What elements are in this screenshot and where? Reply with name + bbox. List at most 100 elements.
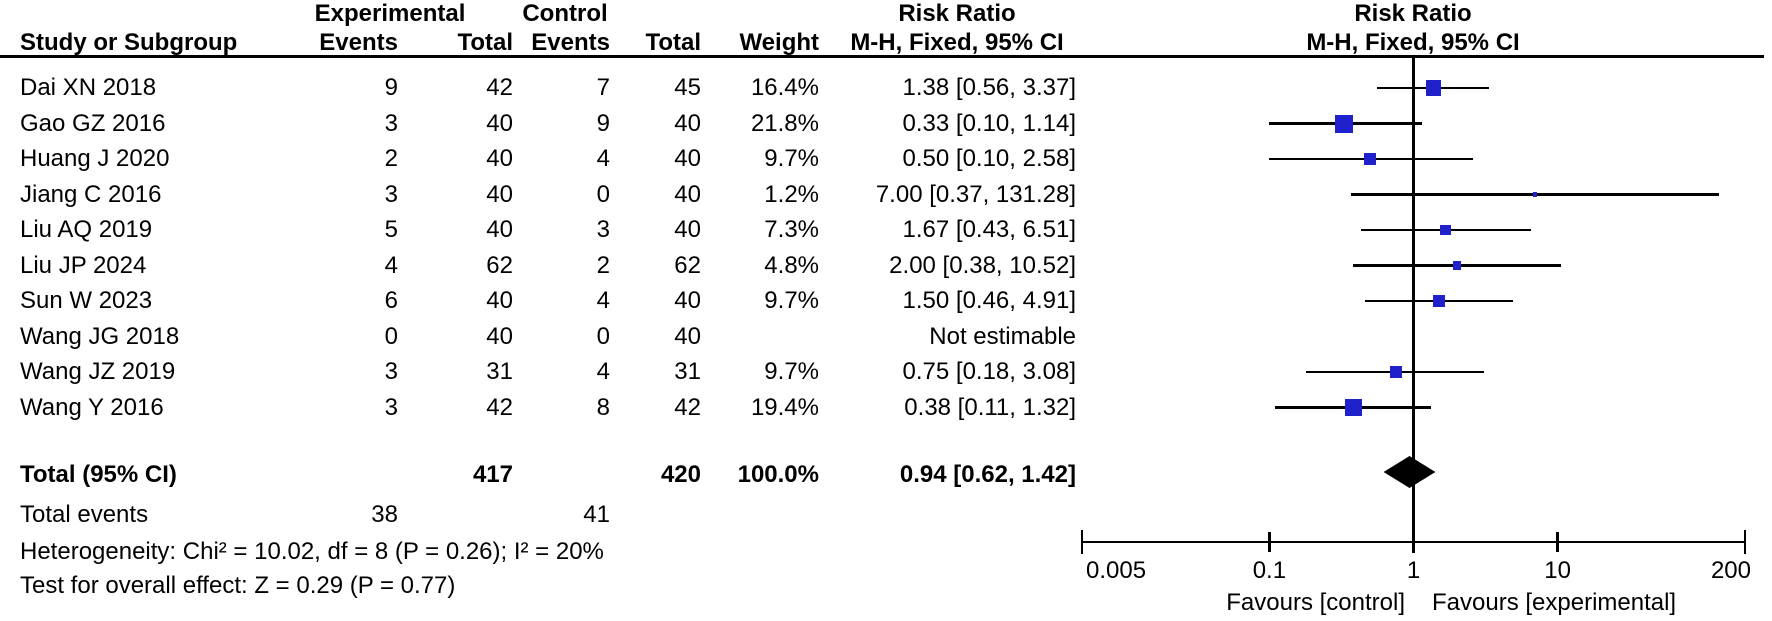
exp-events-value: 2: [384, 145, 398, 172]
header-risk-ratio-plot: Risk Ratio: [1354, 0, 1472, 27]
weight-value: 7.3%: [764, 216, 819, 243]
weight-value: 16.4%: [750, 74, 819, 101]
rr-ci-label: 1.38 [0.56, 3.37]: [902, 74, 1076, 101]
header-ci-method-text: M-H, Fixed, 95% CI: [850, 29, 1064, 56]
header-weight: Weight: [739, 29, 819, 56]
effect-square-marker: [1425, 80, 1442, 96]
study-name: Liu JP 2024: [20, 251, 147, 279]
exp-total-value: 42: [486, 393, 513, 421]
axis-tick: [1268, 532, 1271, 552]
study-name: Liu AQ 2019: [20, 216, 153, 243]
ctl-events-value: 4: [596, 358, 610, 385]
axis-tick-label: 1: [1406, 557, 1421, 584]
ctl-total-value: 42: [674, 393, 701, 421]
favours-control-label: Favours [control]: [1226, 589, 1405, 616]
ctl-total-value: 40: [674, 216, 701, 243]
study-name: Sun W 2023: [20, 287, 153, 314]
study-name: Wang JG 2018: [20, 322, 180, 350]
axis-tick: [1556, 532, 1559, 552]
weight-value: 1.2%: [764, 180, 819, 208]
weight-value: 9.7%: [764, 145, 819, 172]
axis-tick-label: 0.1: [1252, 557, 1287, 584]
effect-square-marker: [1432, 295, 1445, 307]
total-events-exp: 38: [371, 501, 398, 528]
study-name: Dai XN 2018: [20, 74, 157, 101]
weight-value: 9.7%: [764, 358, 819, 385]
total-exp-total: 417: [472, 461, 513, 488]
header-ctl-total: Total: [645, 29, 701, 56]
study-name: Huang J 2020: [20, 145, 170, 172]
exp-total-value: 62: [486, 251, 513, 279]
total-events-ctl: 41: [583, 501, 610, 528]
exp-total-value: 40: [486, 109, 513, 137]
header-ctl-events: Events: [531, 29, 610, 56]
axis-tick-label: 10: [1544, 557, 1571, 584]
ctl-events-value: 0: [596, 322, 610, 350]
total-rr-ci-label: 0.94 [0.62, 1.42]: [899, 461, 1076, 488]
ctl-events-value: 3: [596, 216, 610, 243]
ctl-total-value: 40: [674, 180, 701, 208]
ctl-events-value: 7: [596, 74, 610, 101]
exp-events-value: 3: [384, 393, 398, 421]
header-experimental-group: Experimental: [314, 0, 466, 27]
favours-experimental-label: Favours [experimental]: [1432, 589, 1677, 616]
header-study-or-subgroup: Study or Subgroup: [20, 29, 238, 56]
rr-ci-label: 7.00 [0.37, 131.28]: [875, 180, 1076, 208]
study-name: Jiang C 2016: [20, 180, 162, 208]
rr-ci-label: Not estimable: [929, 322, 1076, 350]
effect-square-marker: [1344, 399, 1362, 416]
weight-value: 19.4%: [750, 393, 819, 421]
rr-ci-label: 1.50 [0.46, 4.91]: [902, 287, 1076, 314]
exp-events-value: 9: [384, 74, 398, 101]
study-name: Wang Y 2016: [20, 393, 164, 421]
ctl-events-value: 9: [596, 109, 610, 137]
axis-tick: [1743, 530, 1747, 554]
exp-events-value: 5: [384, 216, 398, 243]
exp-total-value: 42: [486, 74, 513, 101]
axis-tick-label: 0.005: [1086, 557, 1147, 584]
effect-square-marker: [1440, 224, 1451, 236]
effect-square-marker: [1335, 114, 1354, 133]
rr-ci-label: 0.38 [0.11, 1.32]: [904, 393, 1076, 421]
ctl-events-value: 0: [596, 180, 610, 208]
effect-square-marker: [1364, 153, 1377, 165]
study-name: Wang JZ 2019: [20, 358, 176, 385]
effect-square-marker: [1533, 192, 1538, 197]
exp-events-value: 3: [384, 180, 398, 208]
exp-events-value: 6: [384, 287, 398, 314]
exp-total-value: 40: [486, 145, 513, 172]
ctl-events-value: 2: [596, 251, 610, 279]
exp-total-value: 40: [486, 180, 513, 208]
exp-events-value: 3: [384, 109, 398, 137]
ctl-total-value: 40: [674, 287, 701, 314]
rr-ci-label: 0.75 [0.18, 3.08]: [902, 358, 1076, 385]
header-exp-total: Total: [457, 29, 513, 56]
rr-ci-label: 0.50 [0.10, 2.58]: [902, 145, 1076, 172]
exp-events-value: 4: [384, 251, 398, 279]
exp-total-value: 31: [486, 358, 513, 385]
header-rule: [0, 55, 1764, 58]
total-ctl-total: 420: [660, 461, 701, 488]
weight-value: 21.8%: [750, 109, 819, 137]
effect-square-marker: [1452, 261, 1461, 270]
pooled-diamond-marker: [1383, 456, 1436, 488]
effect-square-marker: [1389, 366, 1402, 378]
weight-value: 9.7%: [764, 287, 819, 314]
total-events-label: Total events: [20, 501, 149, 528]
exp-total-value: 40: [486, 216, 513, 243]
ctl-total-value: 40: [674, 145, 701, 172]
header-control-group: Control: [522, 0, 608, 27]
rr-ci-label: 2.00 [0.38, 10.52]: [889, 251, 1076, 279]
axis-tick-label: 200: [1710, 557, 1751, 584]
rr-ci-label: 0.33 [0.10, 1.14]: [902, 109, 1076, 137]
axis-tick: [1412, 532, 1415, 552]
ctl-total-value: 40: [674, 322, 701, 350]
study-name: Gao GZ 2016: [20, 109, 166, 137]
axis-tick: [1080, 530, 1084, 554]
exp-events-value: 3: [384, 358, 398, 385]
ctl-events-value: 4: [596, 287, 610, 314]
heterogeneity-stats: Heterogeneity: Chi² = 10.02, df = 8 (P =…: [20, 538, 604, 565]
total-weight: 100.0%: [737, 461, 819, 488]
ctl-total-value: 45: [674, 74, 701, 101]
header-exp-events: Events: [319, 29, 398, 56]
